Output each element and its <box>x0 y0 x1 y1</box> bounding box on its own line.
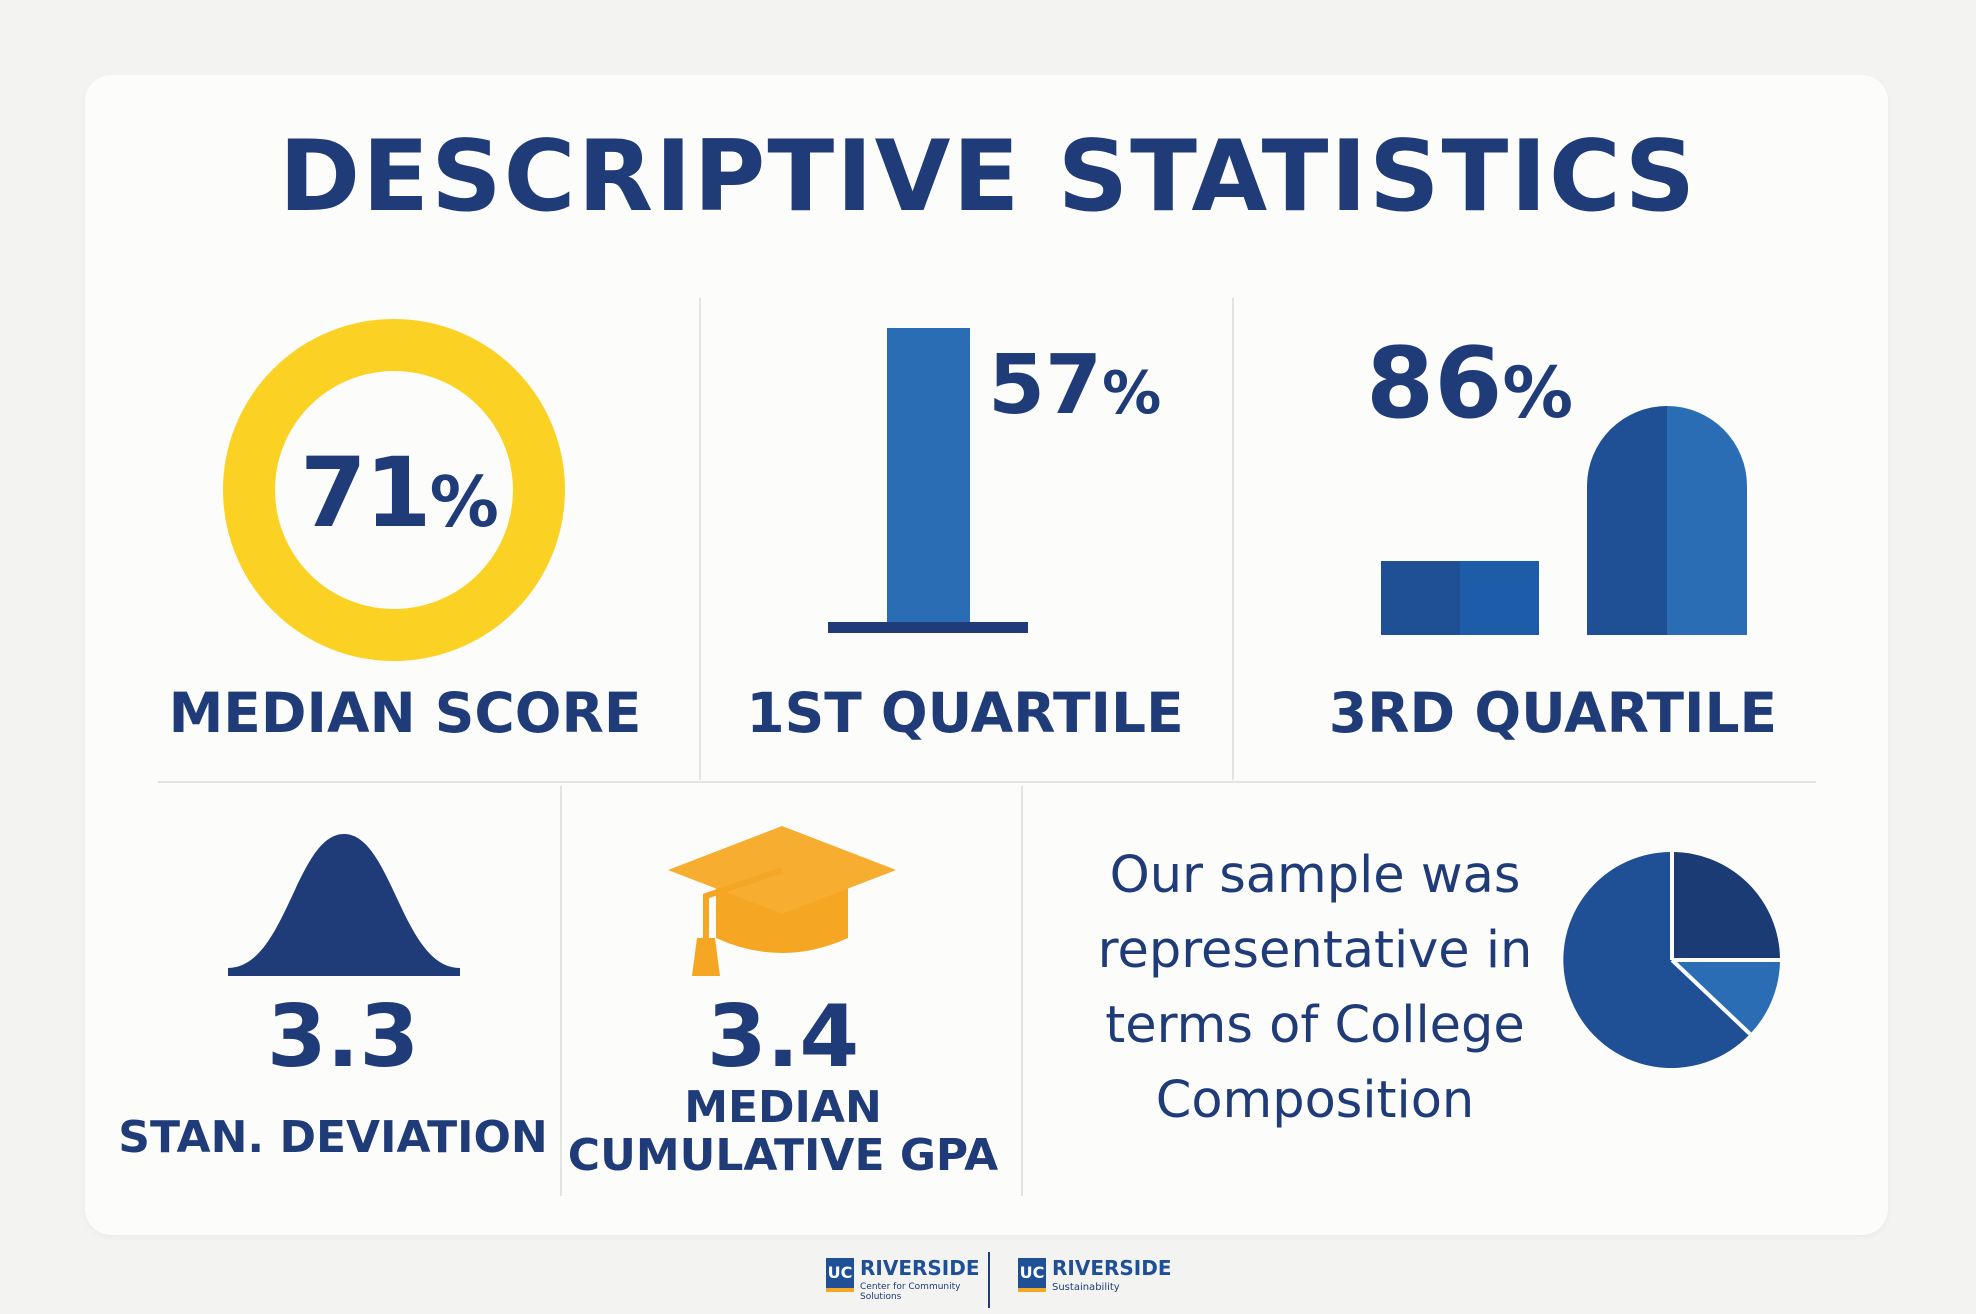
third-quartile-label: 3RD QUARTILE <box>1328 681 1778 745</box>
first-quartile-number: 57 <box>988 338 1103 433</box>
divider-top-2 <box>1232 298 1234 780</box>
composition-line-2: representative in <box>1097 921 1533 980</box>
divider-bottom-1 <box>560 786 562 1196</box>
bar-icon <box>828 328 1028 633</box>
ccs-sub-line1: Center for Community <box>860 1282 961 1292</box>
sustainability-sub: Sustainability <box>1052 1282 1120 1293</box>
pie-chart-icon <box>1563 851 1780 1068</box>
bar-pair-icon <box>1381 406 1747 635</box>
divider-top-1 <box>699 298 701 780</box>
divider-horizontal <box>158 781 1816 783</box>
std-dev-value: 3.3 <box>266 987 420 1087</box>
uc-mark: UC <box>826 1258 854 1292</box>
bell-curve-icon <box>228 834 460 976</box>
std-dev-label: STAN. DEVIATION <box>118 1112 548 1163</box>
first-quartile-sign: % <box>1102 358 1162 427</box>
footer-logo-ccs: UC RIVERSIDE Center for Community Soluti… <box>826 1256 986 1304</box>
third-quartile-number: 86 <box>1366 327 1503 441</box>
third-quartile-sign: % <box>1502 352 1574 434</box>
uc-mark: UC <box>1018 1258 1046 1292</box>
first-quartile-value: 57% <box>988 345 1161 427</box>
gpa-value: 3.4 <box>706 987 860 1087</box>
median-score-number: 71 <box>300 437 432 549</box>
first-quartile-label: 1ST QUARTILE <box>746 681 1184 745</box>
riverside-name: RIVERSIDE <box>1052 1256 1172 1280</box>
page-title: DESCRIPTIVE STATISTICS <box>278 120 1698 234</box>
composition-line-1: Our sample was <box>1109 846 1521 905</box>
footer-logo-sustainability: UC RIVERSIDE Sustainability <box>1018 1256 1178 1304</box>
graduation-cap-icon <box>668 826 896 976</box>
divider-bottom-2 <box>1021 786 1023 1196</box>
donut-ring-icon <box>223 319 565 661</box>
gpa-label-line1: MEDIAN <box>684 1082 882 1133</box>
median-score-sign: % <box>429 463 499 543</box>
composition-text: Our sample was representative in terms o… <box>1050 838 1580 1138</box>
composition-line-4: Composition <box>1155 1071 1475 1130</box>
median-score-value: 71% <box>300 445 499 541</box>
riverside-name: RIVERSIDE <box>860 1256 980 1280</box>
median-score-label: MEDIAN SCORE <box>168 681 642 745</box>
gpa-label-line2: CUMULATIVE GPA <box>567 1130 999 1181</box>
composition-line-3: terms of College <box>1105 996 1525 1055</box>
footer-divider <box>988 1252 990 1308</box>
third-quartile-value: 86% <box>1366 335 1573 433</box>
ccs-sub-line2: Solutions <box>860 1292 902 1302</box>
